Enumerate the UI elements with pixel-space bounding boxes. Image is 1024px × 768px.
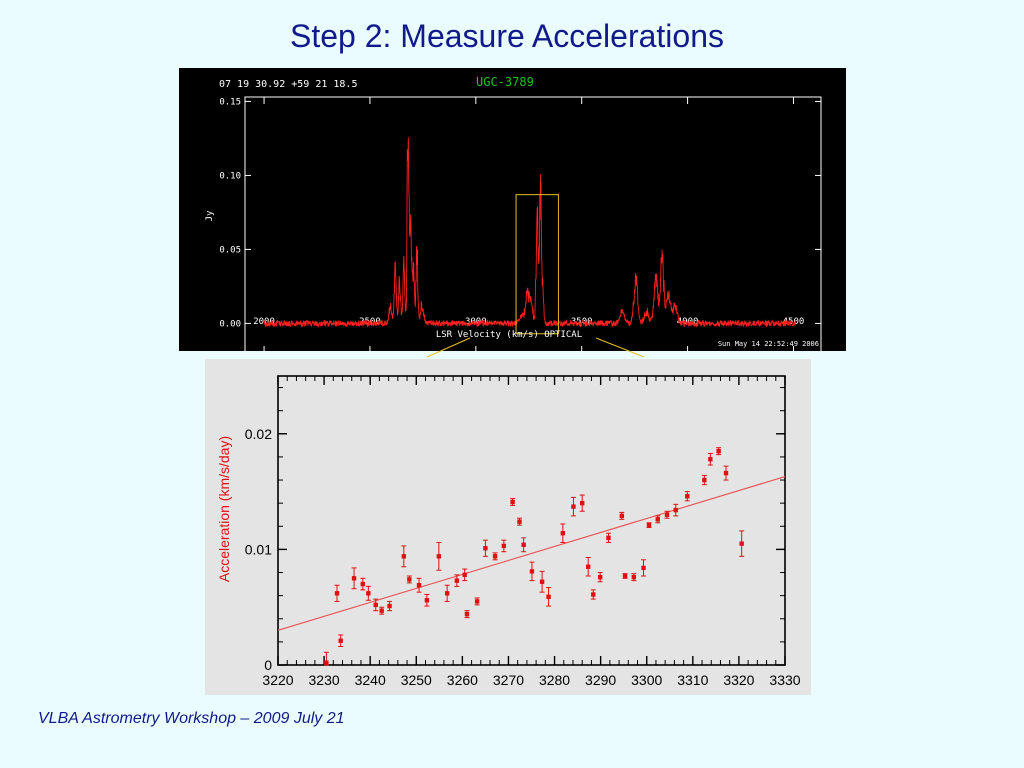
spectrum-y-tick-label: 0.15 [219, 97, 241, 107]
acceleration-point [606, 535, 611, 541]
acceleration-point [646, 522, 652, 528]
acceleration-point [334, 591, 340, 596]
spectrum-chart: 07 19 30.92 +59 21 18.5 UGC-3789 0.000.0… [179, 68, 846, 351]
acceleration-x-tick-label: 3290 [585, 672, 616, 688]
acceleration-point [454, 578, 460, 583]
acceleration-x-tick-label: 3260 [447, 672, 478, 688]
acceleration-x-tick-label: 3220 [262, 672, 293, 688]
slide-title: Step 2: Measure Accelerations [289, 18, 724, 54]
acceleration-y-tick-label: 0 [264, 657, 272, 673]
acceleration-point [622, 573, 628, 579]
spectrum-plot-frame [244, 96, 822, 351]
acceleration-x-tick-label: 3230 [309, 672, 340, 688]
acceleration-point [324, 660, 329, 665]
acceleration-y-tick-label: 0.01 [245, 541, 272, 557]
acceleration-point [492, 554, 498, 559]
acceleration-point [373, 602, 378, 608]
acceleration-point [591, 592, 596, 597]
acceleration-point [673, 507, 678, 513]
acceleration-y-label: Acceleration (km/s/day) [216, 436, 232, 582]
acceleration-point [585, 564, 591, 569]
spectrum-y-label: Jy [205, 210, 215, 221]
acceleration-point [517, 519, 522, 524]
acceleration-point [444, 591, 450, 596]
acceleration-point [379, 608, 384, 613]
spectrum-title: UGC-3789 [476, 75, 534, 89]
acceleration-point [510, 499, 515, 505]
acceleration-point [351, 576, 357, 581]
acceleration-point [664, 512, 670, 517]
acceleration-x-tick-label: 3280 [539, 672, 570, 688]
acceleration-point [338, 638, 343, 643]
acceleration-point [716, 448, 721, 454]
acceleration-point [546, 594, 551, 599]
acceleration-fit-line [277, 476, 786, 631]
acceleration-x-ticks: 3220 3230 3240 3250 3260 3270 3280 3290 3300 3310… [262, 376, 801, 688]
spectrum-y-tick-label: 0.05 [219, 245, 241, 255]
acceleration-background [205, 359, 811, 695]
acceleration-point [387, 603, 392, 609]
acceleration-point [462, 572, 467, 578]
acceleration-point [483, 546, 488, 551]
acceleration-point [529, 569, 535, 574]
spectrum-background [179, 68, 846, 351]
acceleration-point [631, 574, 637, 580]
acceleration-x-tick-label: 3240 [355, 672, 386, 688]
acceleration-point [641, 565, 646, 571]
acceleration-point [464, 611, 470, 617]
acceleration-point [723, 470, 729, 476]
acceleration-y-tick-label: 0.02 [245, 426, 272, 442]
acceleration-point [580, 500, 585, 506]
acceleration-points [323, 447, 745, 666]
acceleration-point [416, 583, 422, 588]
spectrum-x-label: LSR Velocity (km/s) OPTICAL [436, 330, 582, 340]
acceleration-x-tick-label: 3270 [493, 672, 524, 688]
acceleration-x-tick-label: 3320 [723, 672, 754, 688]
acceleration-point [560, 531, 566, 536]
acceleration-point [702, 477, 707, 483]
acceleration-point [407, 577, 412, 582]
acceleration-x-tick-label: 3310 [677, 672, 708, 688]
acceleration-point [366, 591, 371, 596]
acceleration-point [521, 542, 526, 547]
acceleration-x-tick-label: 3300 [631, 672, 662, 688]
acceleration-point [708, 457, 713, 462]
acceleration-point [597, 574, 603, 580]
spectrum-line [263, 137, 796, 328]
acceleration-point [739, 541, 744, 546]
velocity-highlight-box [515, 194, 559, 335]
acceleration-point [501, 543, 507, 549]
slide-footer: VLBA Astrometry Workshop – 2009 July 21 [38, 710, 345, 727]
coordinates-header: 07 19 30.92 +59 21 18.5 [219, 79, 357, 90]
acceleration-point [436, 554, 442, 559]
spectrum-timestamp: Sun May 14 22:52:49 2006 [718, 340, 819, 348]
spectrum-y-ticks: 0.00 0.05 0.10 0.15 [219, 97, 821, 329]
acceleration-x-tick-label: 3250 [401, 672, 432, 688]
spectrum-y-tick-label: 0.10 [219, 171, 241, 181]
acceleration-point [539, 579, 545, 584]
acceleration-point [571, 504, 576, 509]
acceleration-point [655, 517, 660, 522]
acceleration-point [424, 598, 430, 603]
acceleration-x-tick-label: 3330 [769, 672, 800, 688]
acceleration-y-ticks: 0 0.01 0.02 [245, 387, 785, 673]
acceleration-plot-frame [277, 375, 786, 666]
acceleration-point [401, 554, 407, 559]
acceleration-point [474, 599, 480, 604]
acceleration-point [685, 494, 690, 499]
spectrum-y-tick-label: 0.00 [219, 319, 241, 329]
acceleration-point [360, 581, 366, 587]
acceleration-chart: 00.010.02 3220 3230 3240 3250 3260 3270 3280 32… [205, 359, 811, 695]
acceleration-point [619, 513, 625, 519]
